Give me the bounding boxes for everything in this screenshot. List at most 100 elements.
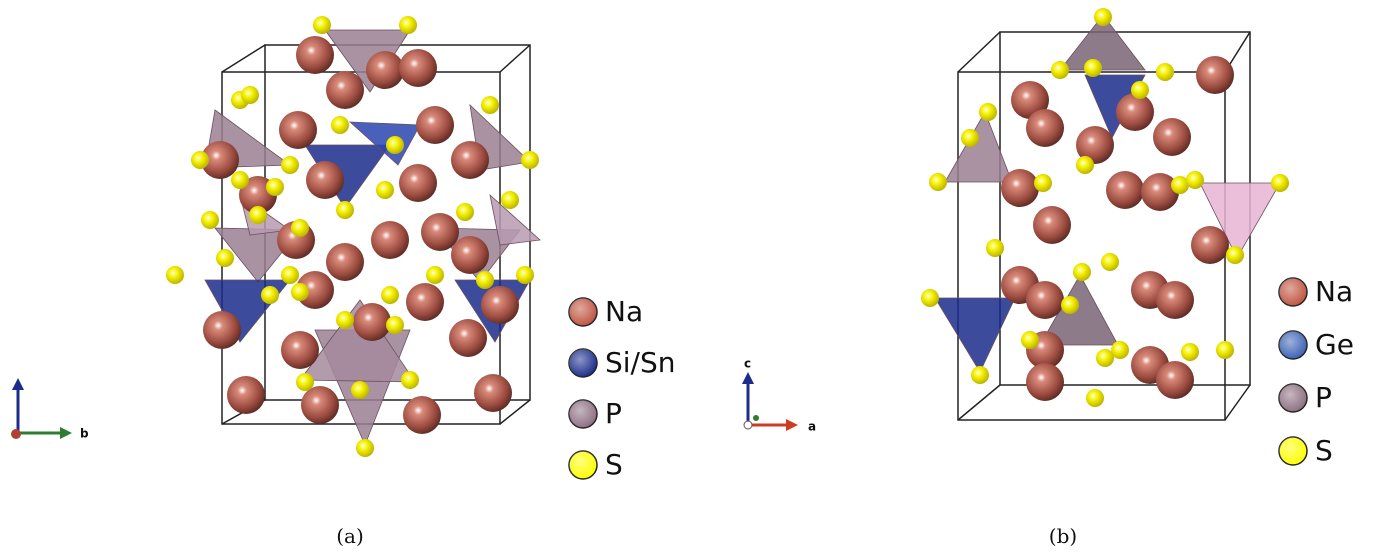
axis-label: b <box>80 427 89 441</box>
atom-na <box>203 311 241 349</box>
atom-na <box>481 286 519 324</box>
atom-s <box>249 206 267 224</box>
atom-na <box>449 319 487 357</box>
atom-s <box>281 156 299 174</box>
legend-swatch-shine <box>569 349 597 377</box>
atom-na <box>451 141 489 179</box>
legend-label: Na <box>605 295 643 328</box>
atom-s <box>386 136 404 154</box>
atom-s <box>281 266 299 284</box>
atom-na <box>353 303 391 341</box>
atom-s <box>516 266 534 284</box>
polyhedron <box>935 298 1015 372</box>
atom-na <box>1001 169 1039 207</box>
atom-na <box>1116 93 1154 131</box>
atom-na <box>1191 226 1229 264</box>
atom-s <box>401 371 419 389</box>
atom-na <box>416 106 454 144</box>
atom-s <box>1131 81 1149 99</box>
atom-s <box>1226 246 1244 264</box>
polyhedron <box>945 112 1012 182</box>
axis-indicator-b: c a <box>742 357 816 434</box>
atom-na <box>306 161 344 199</box>
atom-s <box>921 289 939 307</box>
atom-s <box>1111 341 1129 359</box>
atom-na <box>451 236 489 274</box>
legend-swatch-shine <box>1279 437 1307 465</box>
legend-swatch-shine <box>1279 384 1307 412</box>
legend-label: S <box>1315 434 1333 467</box>
atom-na <box>1141 173 1179 211</box>
atom-s <box>376 181 394 199</box>
atom-s <box>1156 63 1174 81</box>
atom-na <box>227 376 265 414</box>
atom-s <box>386 316 404 334</box>
atom-s <box>296 373 314 391</box>
legend-swatch-shine <box>569 451 597 479</box>
atom-s <box>201 211 219 229</box>
atom-na <box>1156 281 1194 319</box>
atom-s <box>1181 343 1199 361</box>
atom-na <box>279 111 317 149</box>
atom-s <box>336 201 354 219</box>
atom-na <box>399 49 437 87</box>
caption: (a) <box>336 524 364 548</box>
atom-s <box>351 381 369 399</box>
atom-na <box>1196 56 1234 94</box>
atom-s <box>231 171 249 189</box>
legend-label: Si/Sn <box>605 346 676 379</box>
atom-s <box>521 151 539 169</box>
legend-swatch-shine <box>1279 331 1307 359</box>
atom-s <box>929 173 947 191</box>
atom-na <box>399 164 437 202</box>
legend-label: P <box>1315 381 1332 414</box>
atom-s <box>971 366 989 384</box>
atom-na <box>326 243 364 281</box>
atom-s <box>1216 341 1234 359</box>
atom-s <box>1076 156 1094 174</box>
atom-s <box>336 311 354 329</box>
legend-label: P <box>605 397 622 430</box>
atom-na <box>1033 206 1071 244</box>
atom-s <box>291 283 309 301</box>
atom-s <box>1084 59 1102 77</box>
legend-label: Ge <box>1315 328 1354 361</box>
atom-na <box>296 36 334 74</box>
atom-s <box>1073 263 1091 281</box>
atom-na <box>421 213 459 251</box>
atom-s <box>1271 174 1289 192</box>
atom-s <box>979 103 997 121</box>
atom-s <box>426 266 444 284</box>
atom-s <box>241 86 259 104</box>
atom-s <box>481 96 499 114</box>
atom-s <box>1021 331 1039 349</box>
atom-na <box>371 221 409 259</box>
atom-s <box>1186 171 1204 189</box>
atom-s <box>356 439 374 457</box>
atom-na <box>406 283 444 321</box>
atom-s <box>1086 389 1104 407</box>
atom-s <box>1101 253 1119 271</box>
legend-swatch-shine <box>569 298 597 326</box>
atom-na <box>474 374 512 412</box>
atom-na <box>1153 118 1191 156</box>
atom-na <box>326 71 364 109</box>
atom-na <box>1106 171 1144 209</box>
legend-swatch-shine <box>569 400 597 428</box>
caption: (b) <box>1049 524 1077 548</box>
atom-na <box>1026 109 1064 147</box>
atom-na <box>366 51 404 89</box>
atom-s <box>1051 61 1069 79</box>
atom-s <box>216 249 234 267</box>
atom-s <box>291 219 309 237</box>
atom-na <box>1156 361 1194 399</box>
atom-na <box>301 386 339 424</box>
atom-s <box>266 178 284 196</box>
legend-label: Na <box>1315 275 1353 308</box>
legend-label: S <box>605 448 623 481</box>
axis-label: c <box>744 357 751 371</box>
atom-s <box>986 239 1004 257</box>
atom-na <box>1026 363 1064 401</box>
atom-s <box>191 151 209 169</box>
axis-indicator-a: b <box>11 378 89 441</box>
